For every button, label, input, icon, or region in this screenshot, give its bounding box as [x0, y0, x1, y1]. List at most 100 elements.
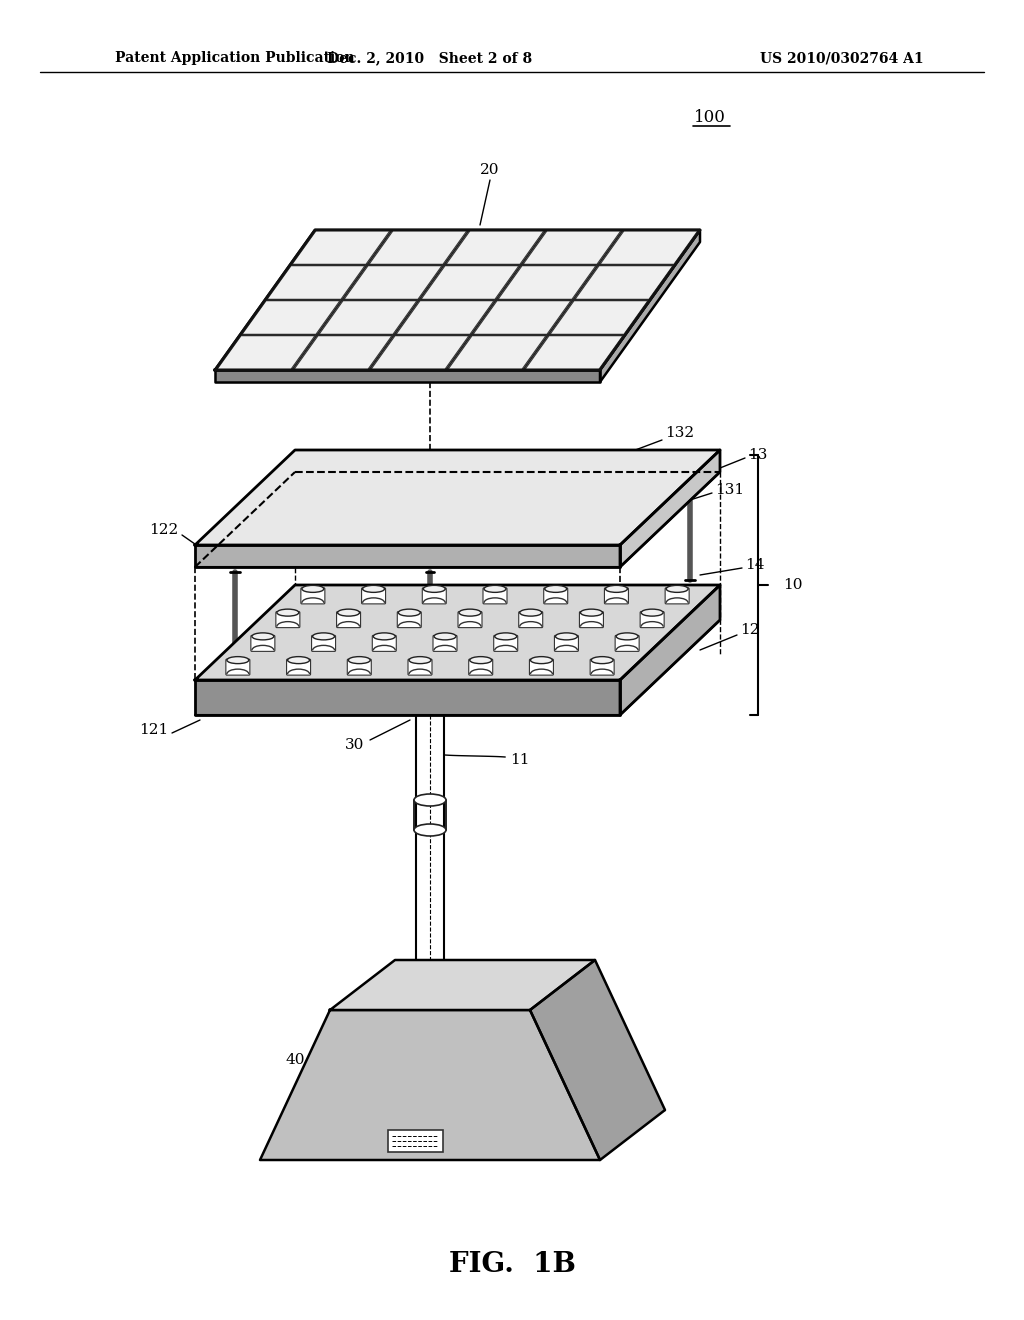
Text: 20: 20 [480, 162, 500, 177]
FancyBboxPatch shape [544, 587, 567, 603]
FancyBboxPatch shape [422, 587, 446, 603]
Polygon shape [195, 585, 720, 680]
FancyBboxPatch shape [251, 635, 274, 651]
Polygon shape [600, 231, 698, 264]
Ellipse shape [591, 656, 613, 664]
Text: 100: 100 [694, 110, 726, 127]
Polygon shape [217, 335, 315, 370]
Ellipse shape [459, 609, 481, 616]
FancyBboxPatch shape [347, 659, 372, 675]
FancyBboxPatch shape [361, 587, 386, 603]
FancyBboxPatch shape [554, 635, 579, 651]
Polygon shape [215, 230, 700, 370]
Ellipse shape [302, 585, 324, 593]
Ellipse shape [605, 585, 628, 593]
Polygon shape [620, 450, 720, 568]
Ellipse shape [641, 609, 664, 616]
Ellipse shape [227, 656, 249, 664]
Ellipse shape [362, 585, 385, 593]
Ellipse shape [288, 656, 309, 664]
Polygon shape [525, 335, 623, 370]
Polygon shape [575, 265, 673, 300]
Ellipse shape [414, 795, 446, 807]
Polygon shape [195, 545, 620, 568]
Polygon shape [523, 231, 621, 264]
Polygon shape [294, 335, 392, 370]
Text: Patent Application Publication: Patent Application Publication [115, 51, 354, 65]
Ellipse shape [423, 585, 445, 593]
Ellipse shape [470, 656, 492, 664]
Polygon shape [600, 230, 700, 381]
Ellipse shape [616, 632, 638, 640]
FancyBboxPatch shape [590, 659, 614, 675]
Polygon shape [550, 301, 648, 334]
Ellipse shape [276, 609, 299, 616]
Ellipse shape [581, 609, 602, 616]
Ellipse shape [545, 585, 566, 593]
Ellipse shape [374, 632, 395, 640]
Polygon shape [242, 301, 340, 334]
Polygon shape [195, 680, 620, 715]
FancyBboxPatch shape [615, 635, 639, 651]
Ellipse shape [409, 656, 431, 664]
FancyBboxPatch shape [519, 611, 543, 627]
Polygon shape [215, 370, 600, 381]
Text: 132: 132 [665, 426, 694, 440]
Text: 30: 30 [345, 738, 365, 752]
FancyBboxPatch shape [373, 635, 396, 651]
Text: 122: 122 [148, 523, 178, 537]
FancyBboxPatch shape [275, 611, 300, 627]
Polygon shape [369, 231, 467, 264]
FancyBboxPatch shape [580, 611, 603, 627]
Ellipse shape [312, 632, 335, 640]
Polygon shape [446, 231, 544, 264]
Text: 10: 10 [783, 578, 803, 591]
Polygon shape [530, 960, 665, 1160]
Text: 40: 40 [286, 1053, 305, 1067]
Text: 121: 121 [138, 723, 168, 737]
FancyBboxPatch shape [483, 587, 507, 603]
Ellipse shape [398, 609, 420, 616]
Polygon shape [421, 265, 519, 300]
Text: 12: 12 [740, 623, 760, 638]
Text: 14: 14 [745, 558, 765, 572]
FancyBboxPatch shape [397, 611, 421, 627]
Ellipse shape [555, 632, 578, 640]
FancyBboxPatch shape [604, 587, 629, 603]
Ellipse shape [667, 585, 688, 593]
Text: 11: 11 [510, 752, 529, 767]
FancyBboxPatch shape [529, 659, 553, 675]
Polygon shape [319, 301, 417, 334]
Ellipse shape [484, 585, 506, 593]
Polygon shape [330, 960, 595, 1010]
Polygon shape [292, 231, 390, 264]
Ellipse shape [434, 632, 456, 640]
Ellipse shape [495, 632, 517, 640]
FancyBboxPatch shape [287, 659, 310, 675]
Polygon shape [344, 265, 442, 300]
Polygon shape [195, 450, 720, 545]
Polygon shape [267, 265, 365, 300]
Bar [388, 1130, 443, 1152]
Text: 111: 111 [590, 1012, 620, 1027]
FancyBboxPatch shape [337, 611, 360, 627]
FancyBboxPatch shape [666, 587, 689, 603]
Text: US 2010/0302764 A1: US 2010/0302764 A1 [760, 51, 924, 65]
Polygon shape [449, 335, 546, 370]
Text: 13: 13 [748, 447, 767, 462]
FancyBboxPatch shape [469, 659, 493, 675]
FancyBboxPatch shape [226, 659, 250, 675]
FancyBboxPatch shape [408, 659, 432, 675]
Polygon shape [498, 265, 596, 300]
FancyBboxPatch shape [640, 611, 665, 627]
Polygon shape [260, 1010, 600, 1160]
Polygon shape [396, 301, 494, 334]
Ellipse shape [530, 656, 552, 664]
Ellipse shape [348, 656, 371, 664]
Text: FIG.  1B: FIG. 1B [449, 1251, 575, 1279]
FancyBboxPatch shape [458, 611, 482, 627]
Polygon shape [620, 585, 720, 715]
Polygon shape [371, 335, 469, 370]
FancyBboxPatch shape [494, 635, 518, 651]
FancyBboxPatch shape [433, 635, 457, 651]
